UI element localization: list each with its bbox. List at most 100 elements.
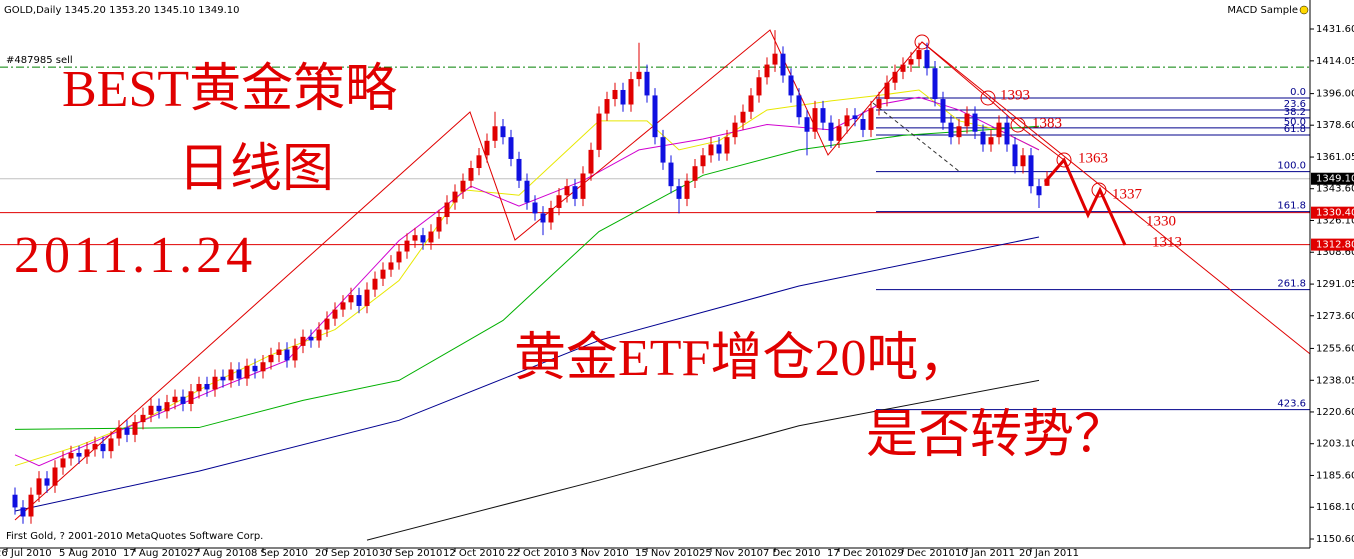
candle-body xyxy=(444,202,450,218)
moving-average xyxy=(14,89,1040,467)
level-label: 1312.80 xyxy=(1316,240,1354,251)
fib-label: 423.6 xyxy=(1277,399,1306,410)
candle-body xyxy=(692,166,698,181)
candle-body xyxy=(956,126,962,138)
candle-body xyxy=(92,443,98,450)
candle-body xyxy=(988,137,994,145)
candle-body xyxy=(868,108,874,130)
moving-average xyxy=(14,125,1040,430)
fib-label: 61.8 xyxy=(1284,124,1306,135)
y-tick-label: 1238.05 xyxy=(1316,375,1354,386)
candle-body xyxy=(540,213,546,223)
candle-body xyxy=(948,122,954,138)
candle-body xyxy=(260,362,266,372)
x-tick-label: 3 Nov 2010 xyxy=(571,548,629,559)
target-label: 1383 xyxy=(1032,115,1062,131)
y-tick-label: 1150.60 xyxy=(1316,534,1354,545)
x-tick-label: 12 Oct 2010 xyxy=(443,548,505,559)
x-tick-label: 17 Dec 2010 xyxy=(827,548,891,559)
candle-body xyxy=(68,452,74,459)
candle-body xyxy=(484,140,490,156)
candle-body xyxy=(44,478,50,486)
candle-body xyxy=(756,77,762,96)
candle-body xyxy=(52,467,58,486)
candle-body xyxy=(788,75,794,96)
y-tick-label: 1273.60 xyxy=(1316,311,1354,322)
plot-area xyxy=(0,29,1310,541)
candle-body xyxy=(268,354,274,363)
candle-body xyxy=(348,295,354,303)
copyright: First Gold, ? 2001-2010 MetaQuotes Softw… xyxy=(6,531,263,542)
candle-body xyxy=(524,180,530,203)
target-label: 1393 xyxy=(1000,87,1030,103)
fib-label: 23.6 xyxy=(1284,99,1306,110)
y-tick-label: 1203.10 xyxy=(1316,439,1354,450)
target-label: 1330 xyxy=(1146,213,1176,229)
candle-body xyxy=(188,391,194,404)
moving-average xyxy=(366,379,1040,541)
candle-body xyxy=(604,99,610,114)
candle-body xyxy=(676,186,682,199)
candle-body xyxy=(708,144,714,156)
candle-body xyxy=(228,369,234,381)
candle-body xyxy=(140,414,146,423)
overlay-text: 是否转势？ xyxy=(866,407,1126,464)
candle-body xyxy=(196,384,202,392)
candle-body xyxy=(940,99,946,123)
candle-body xyxy=(932,68,938,100)
candle-body xyxy=(308,336,314,341)
candle-body xyxy=(212,376,218,390)
x-tick-label: 10 Jan 2011 xyxy=(955,548,1015,559)
candle-body xyxy=(764,64,770,78)
y-tick-label: 1361.05 xyxy=(1316,152,1354,163)
target-circle xyxy=(980,90,996,106)
target-label: 1337 xyxy=(1112,186,1143,202)
candle-body xyxy=(276,349,282,355)
candle-body xyxy=(428,231,434,243)
candle-body xyxy=(1044,178,1050,186)
x-tick-label: 20 Jan 2011 xyxy=(1019,548,1079,559)
candle-body xyxy=(324,318,330,330)
candle-body xyxy=(180,396,186,404)
candle-body xyxy=(684,180,690,199)
level-box xyxy=(1311,206,1354,219)
candle-body xyxy=(748,95,754,112)
candle-body xyxy=(876,99,882,109)
candle-body xyxy=(580,173,586,199)
fib-label: 50.0 xyxy=(1284,117,1306,128)
target-circle xyxy=(1010,117,1026,133)
candle-body xyxy=(500,126,506,138)
candle-body xyxy=(236,369,242,379)
candle-body xyxy=(532,202,538,214)
fib-label: 261.8 xyxy=(1277,279,1306,290)
candle-body xyxy=(724,137,730,154)
candle-body xyxy=(860,119,866,130)
candle-body xyxy=(812,108,818,132)
candle-body xyxy=(644,71,650,96)
candle-body xyxy=(132,422,138,435)
x-tick-label: 25 Nov 2010 xyxy=(699,548,763,559)
candle-body xyxy=(492,126,498,141)
candle-body xyxy=(292,345,298,361)
candle-body xyxy=(844,115,850,127)
axes: 1431.60 1414.05 1396.00 1378.60 1361.05 1343.… xyxy=(0,24,1354,559)
fib-label: 161.8 xyxy=(1277,201,1306,212)
candle-body xyxy=(116,427,122,439)
fib-label: 100.0 xyxy=(1277,161,1306,172)
expert-name: MACD Sample xyxy=(1227,5,1298,16)
current-price-label: 1349.10 xyxy=(1316,174,1354,185)
target-circle xyxy=(1056,152,1072,168)
candle-body xyxy=(284,349,290,361)
target-circle xyxy=(914,34,930,50)
y-tick-label: 1168.10 xyxy=(1316,502,1354,513)
fib-label: 38.2 xyxy=(1284,107,1306,118)
candle-body xyxy=(204,384,210,390)
price-box xyxy=(1311,172,1354,185)
candle-body xyxy=(404,240,410,252)
x-tick-label: 30 Sep 2010 xyxy=(379,548,442,559)
candle-body xyxy=(412,235,418,241)
candle-body xyxy=(1004,122,1010,145)
level-label: 1330.40 xyxy=(1316,208,1354,219)
expert-icon xyxy=(1299,5,1309,15)
